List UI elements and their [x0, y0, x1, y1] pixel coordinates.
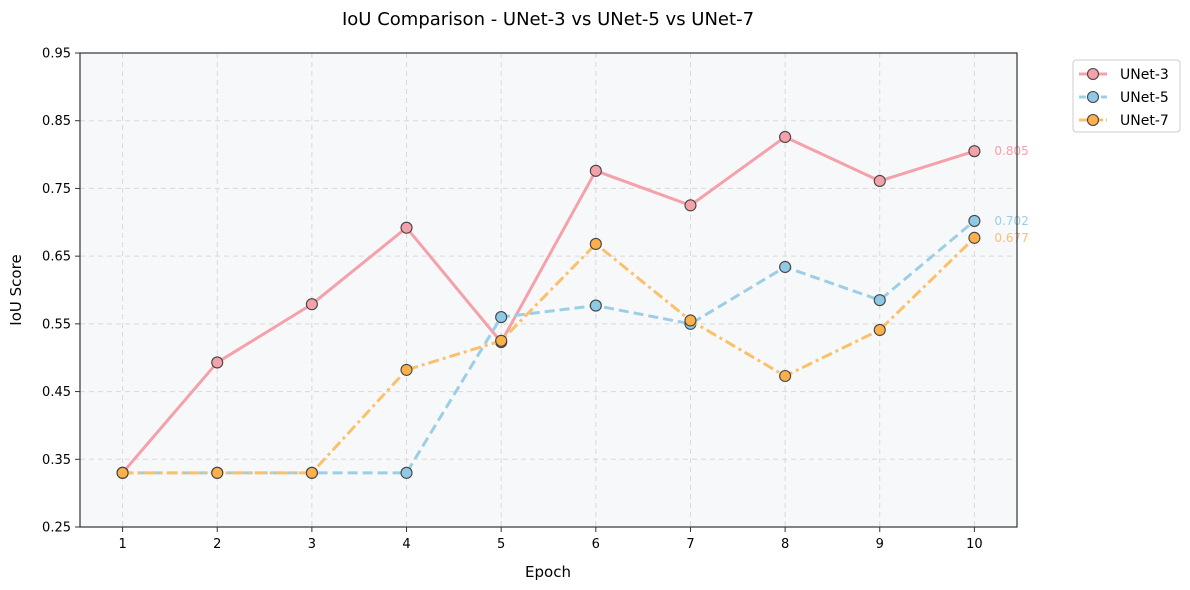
- chart-title: IoU Comparison - UNet-3 vs UNet-5 vs UNe…: [342, 9, 754, 30]
- x-axis-title: Epoch: [525, 563, 571, 581]
- end-value-label: 0.702: [994, 214, 1028, 228]
- legend-label: UNet-3: [1120, 67, 1169, 83]
- data-point: [873, 323, 886, 337]
- y-tick-label: 0.65: [42, 250, 71, 265]
- data-point: [211, 356, 224, 369]
- data-point: [779, 260, 792, 274]
- y-axis-title: IoU Score: [7, 254, 25, 325]
- x-axis: 1 2 3 4 5 6 7 8 9 10: [118, 527, 983, 552]
- y-tick-label: 0.35: [42, 453, 71, 468]
- series-unet-7: 0.677: [116, 231, 1029, 479]
- y-axis: 0.25 0.35 0.45 0.55 0.65 0.75 0.85 0.95: [42, 47, 80, 536]
- x-tick-label: 9: [876, 537, 884, 552]
- x-tick-label: 3: [308, 537, 316, 552]
- data-point: [400, 466, 413, 479]
- x-tick-label: 2: [213, 537, 221, 552]
- data-point: [495, 311, 508, 324]
- y-tick-label: 0.95: [42, 47, 71, 62]
- series-line: [121, 135, 975, 474]
- data-point: [116, 466, 129, 479]
- plot-area: [80, 53, 1017, 527]
- data-point: [211, 466, 224, 479]
- data-point: [589, 237, 602, 251]
- data-point: [495, 334, 508, 347]
- data-point: [305, 466, 318, 479]
- data-point: [400, 221, 413, 234]
- data-point: [968, 145, 981, 158]
- plot-frame: [79, 52, 1018, 528]
- data-point: [589, 164, 602, 177]
- y-tick-label: 0.45: [42, 385, 71, 400]
- data-point: [968, 231, 981, 244]
- legend-box: [1072, 59, 1181, 133]
- legend-marker: [1086, 113, 1100, 127]
- data-point: [779, 130, 792, 144]
- legend-item-unet-5: UNet-5: [1079, 90, 1169, 106]
- y-tick-label: 0.85: [42, 114, 71, 129]
- data-point: [305, 298, 318, 311]
- legend-marker: [1086, 67, 1100, 81]
- y-tick-label: 0.75: [42, 182, 71, 197]
- x-tick-label: 5: [497, 537, 505, 552]
- x-tick-label: 7: [686, 537, 694, 552]
- legend-label: UNet-5: [1120, 90, 1169, 106]
- legend-item-unet-7: UNet-7: [1079, 113, 1169, 129]
- x-tick-label: 1: [118, 537, 126, 552]
- data-point: [589, 299, 602, 312]
- data-point: [684, 199, 697, 212]
- data-point: [684, 314, 697, 327]
- data-point: [779, 369, 792, 383]
- series-line: [122, 236, 976, 475]
- end-value-label: 0.677: [994, 231, 1028, 245]
- x-tick-label: 4: [402, 537, 410, 552]
- data-point: [400, 363, 413, 376]
- legend-marker: [1086, 90, 1100, 104]
- x-tick-label: 8: [781, 537, 789, 552]
- legend: UNet-3 UNet-5 UNet-7: [1072, 59, 1181, 133]
- y-tick-label: 0.25: [42, 521, 71, 536]
- end-value-label: 0.805: [994, 144, 1028, 158]
- legend-item-unet-3: UNet-3: [1079, 67, 1169, 83]
- data-point: [873, 294, 886, 307]
- x-tick-label: 10: [966, 537, 983, 552]
- y-tick-label: 0.55: [42, 317, 71, 332]
- legend-label: UNet-7: [1120, 113, 1169, 129]
- x-tick-label: 6: [592, 537, 600, 552]
- data-point: [968, 214, 981, 227]
- data-point: [873, 174, 886, 188]
- series-layer: 0.805 0.702 0.677: [116, 130, 1029, 479]
